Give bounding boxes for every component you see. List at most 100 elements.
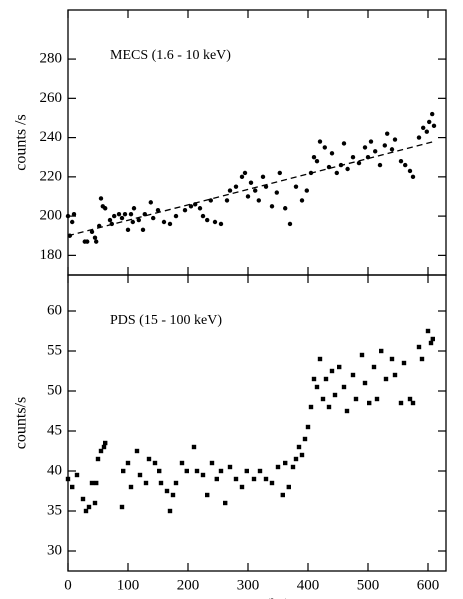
- plot-frame: [67, 274, 447, 572]
- panel-label: PDS (15 - 100 keV): [110, 313, 222, 328]
- data-point: [263, 184, 269, 189]
- data-point: [367, 400, 372, 406]
- data-point: [283, 206, 288, 211]
- data-point: [205, 492, 210, 498]
- data-point: [341, 384, 347, 390]
- data-point: [314, 158, 320, 164]
- data-point: [214, 476, 219, 482]
- data-point: [97, 223, 102, 229]
- data-point: [371, 364, 377, 370]
- data-point: [424, 129, 429, 134]
- data-point: [283, 460, 288, 466]
- data-point: [373, 149, 378, 154]
- data-point: [350, 155, 356, 160]
- data-point: [224, 198, 230, 203]
- data-point: [157, 468, 162, 474]
- data-point: [142, 211, 147, 217]
- data-point: [428, 340, 434, 346]
- data-point: [94, 239, 99, 244]
- panel-label: MECS (1.6 - 10 keV): [110, 48, 231, 63]
- data-point: [425, 328, 431, 334]
- data-point: [356, 160, 362, 166]
- data-point: [92, 235, 98, 240]
- data-point: [83, 508, 89, 514]
- data-point: [125, 460, 131, 466]
- data-point: [385, 131, 390, 136]
- data-point: [103, 206, 108, 211]
- data-point: [368, 139, 374, 144]
- data-point: [179, 460, 185, 466]
- x-axis-label: Time (ks): [224, 597, 290, 599]
- data-point: [65, 213, 71, 219]
- data-point: [308, 404, 314, 410]
- data-point: [80, 496, 86, 502]
- data-point: [350, 372, 356, 378]
- data-point: [131, 206, 137, 211]
- data-point: [164, 488, 170, 494]
- data-point: [167, 508, 173, 514]
- data-point: [277, 170, 282, 176]
- data-point: [374, 396, 380, 402]
- data-point: [403, 162, 408, 168]
- data-point: [287, 221, 293, 227]
- y-tick-label: 280: [40, 51, 63, 67]
- data-point: [167, 221, 173, 227]
- data-point: [103, 440, 108, 446]
- data-point: [365, 155, 371, 160]
- y-tick-label: 35: [47, 502, 62, 518]
- data-point: [362, 380, 368, 386]
- data-point: [410, 400, 416, 406]
- data-point: [109, 221, 115, 227]
- data-point: [430, 336, 435, 342]
- data-point: [208, 198, 213, 203]
- data-point: [146, 456, 152, 462]
- data-point: [275, 464, 281, 470]
- x-tick-label: 200: [177, 577, 200, 593]
- data-point: [269, 204, 275, 209]
- data-point: [74, 472, 80, 478]
- data-point: [205, 217, 210, 223]
- data-point: [290, 464, 296, 470]
- data-point: [233, 476, 239, 482]
- data-point: [379, 348, 384, 354]
- data-point: [119, 504, 125, 510]
- data-point: [410, 174, 416, 180]
- data-point: [362, 145, 368, 150]
- data-point: [416, 135, 422, 140]
- data-point: [122, 211, 128, 217]
- y-tick-label: 60: [47, 302, 62, 318]
- data-point: [280, 492, 285, 498]
- data-point: [242, 170, 248, 176]
- data-point: [377, 162, 383, 168]
- data-point: [398, 158, 404, 164]
- data-point: [101, 444, 107, 450]
- data-point: [151, 215, 156, 221]
- x-tick-label: 300: [237, 577, 260, 593]
- data-point: [251, 476, 257, 482]
- data-point: [398, 400, 404, 406]
- data-point: [128, 211, 134, 217]
- data-point: [421, 125, 426, 130]
- data-point: [345, 166, 350, 172]
- data-point: [317, 139, 323, 144]
- data-point: [329, 151, 335, 156]
- data-point: [200, 472, 206, 478]
- data-point: [244, 468, 249, 474]
- data-point: [341, 141, 347, 146]
- data-point: [337, 364, 342, 370]
- data-point: [359, 352, 365, 358]
- data-point: [383, 376, 389, 382]
- data-point: [155, 208, 161, 213]
- data-point: [305, 424, 311, 430]
- data-point: [389, 356, 395, 362]
- data-point: [419, 356, 425, 362]
- data-point: [170, 492, 176, 498]
- data-point: [353, 396, 359, 402]
- data-point: [257, 468, 263, 474]
- data-point: [98, 448, 104, 454]
- data-point: [344, 408, 350, 414]
- y-tick-label: 240: [40, 129, 63, 145]
- data-point: [194, 468, 200, 474]
- data-point: [329, 368, 335, 374]
